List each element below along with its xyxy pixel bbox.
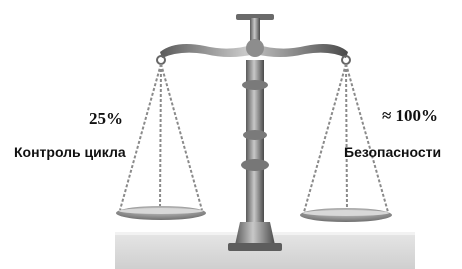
page: 25% Контроль цикла ≈ 100% Безопасности (…	[0, 0, 462, 269]
scale-drawing	[115, 14, 415, 269]
left-value: 25%	[89, 109, 123, 128]
scale-image: 25% Контроль цикла ≈ 100% Безопасности	[0, 0, 462, 269]
right-label: Безопасности	[344, 144, 441, 160]
left-label: Контроль цикла	[14, 144, 126, 160]
right-value: ≈ 100%	[382, 106, 438, 125]
